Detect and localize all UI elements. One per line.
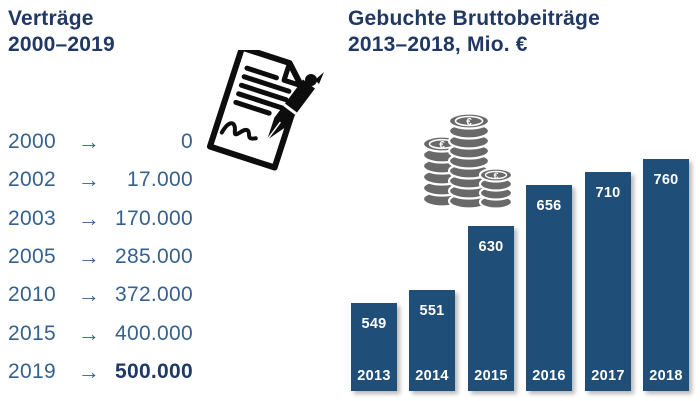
chart-bar-2018: 760 2018 [643,159,689,391]
row-year-label: 2010 [8,283,56,307]
contract-count-row: 2000 → 0 [8,123,193,161]
arrow-right-icon: → [77,205,101,231]
row-value-label: 170.000 [114,206,193,230]
bar-year-label: 2014 [415,368,449,384]
chart-bar-2016: 656 2016 [526,185,572,391]
pen-icon [266,72,324,141]
premiums-bar-chart: 549 2013 551 2014 630 2015 656 2016 710 2017 760 20… [351,155,692,391]
row-year-label: 2005 [8,245,56,269]
row-value-label: 285.000 [114,245,193,269]
bar-value-label: 710 [595,185,621,201]
contract-count-row: 2019 → 500.000 [8,353,193,391]
row-value-label: 0 [181,130,193,154]
bar-year-label: 2013 [357,368,391,384]
bar-value-label: 760 [653,172,679,188]
contracts-heading-line2: 2000–2019 [8,33,115,56]
premiums-heading-line1: Gebuchte Bruttobeiträge [348,7,600,30]
row-value-label: 372.000 [114,283,193,307]
arrow-right-icon: → [77,282,101,308]
row-value-label: 400.000 [114,321,193,345]
bar-value-label: 551 [419,303,445,319]
contracts-heading: Verträge 2000–2019 [8,6,115,58]
euro-coins-icon: € € € [421,112,514,210]
row-year-label: 2000 [8,130,56,154]
row-year-label: 2015 [8,321,56,345]
contract-count-list: 2000 → 0 2002 → 17.000 2003 → 170.000 2005 → 285.00… [8,123,193,391]
bar-year-label: 2016 [532,368,566,384]
chart-bar-2017: 710 2017 [585,172,631,391]
arrow-right-icon: → [77,320,101,346]
bar-year-label: 2015 [474,368,508,384]
row-value-label: 17.000 [126,168,193,192]
row-year-label: 2003 [8,206,56,230]
contracts-heading-line1: Verträge [8,7,94,30]
arrow-right-icon: → [77,129,101,155]
contract-count-row: 2003 → 170.000 [8,200,193,238]
premiums-heading-line2: 2013–2018, Mio. € [348,33,528,56]
bar-value-label: 630 [478,239,504,255]
premiums-heading: Gebuchte Bruttobeiträge 2013–2018, Mio. … [348,6,600,58]
signed-contract-icon [206,50,324,171]
contract-count-row: 2002 → 17.000 [8,161,193,199]
arrow-right-icon: → [77,167,101,193]
contract-count-row: 2010 → 372.000 [8,276,193,314]
chart-bar-2014: 551 2014 [409,290,455,391]
row-year-label: 2002 [8,168,56,192]
contract-count-row: 2015 → 400.000 [8,314,193,352]
arrow-right-icon: → [77,358,101,384]
row-year-label: 2019 [8,359,56,383]
bar-value-label: 549 [361,316,387,332]
chart-bar-2013: 549 2013 [351,303,397,391]
euro-symbol: € [466,117,472,128]
arrow-right-icon: → [77,244,101,270]
euro-symbol: € [494,171,499,181]
euro-symbol: € [439,140,445,151]
bar-value-label: 656 [536,198,562,214]
chart-bar-2015: 630 2015 [468,226,514,391]
bar-year-label: 2018 [649,368,683,384]
row-value-label: 500.000 [114,359,193,383]
bar-year-label: 2017 [591,368,625,384]
contract-count-row: 2005 → 285.000 [8,238,193,276]
